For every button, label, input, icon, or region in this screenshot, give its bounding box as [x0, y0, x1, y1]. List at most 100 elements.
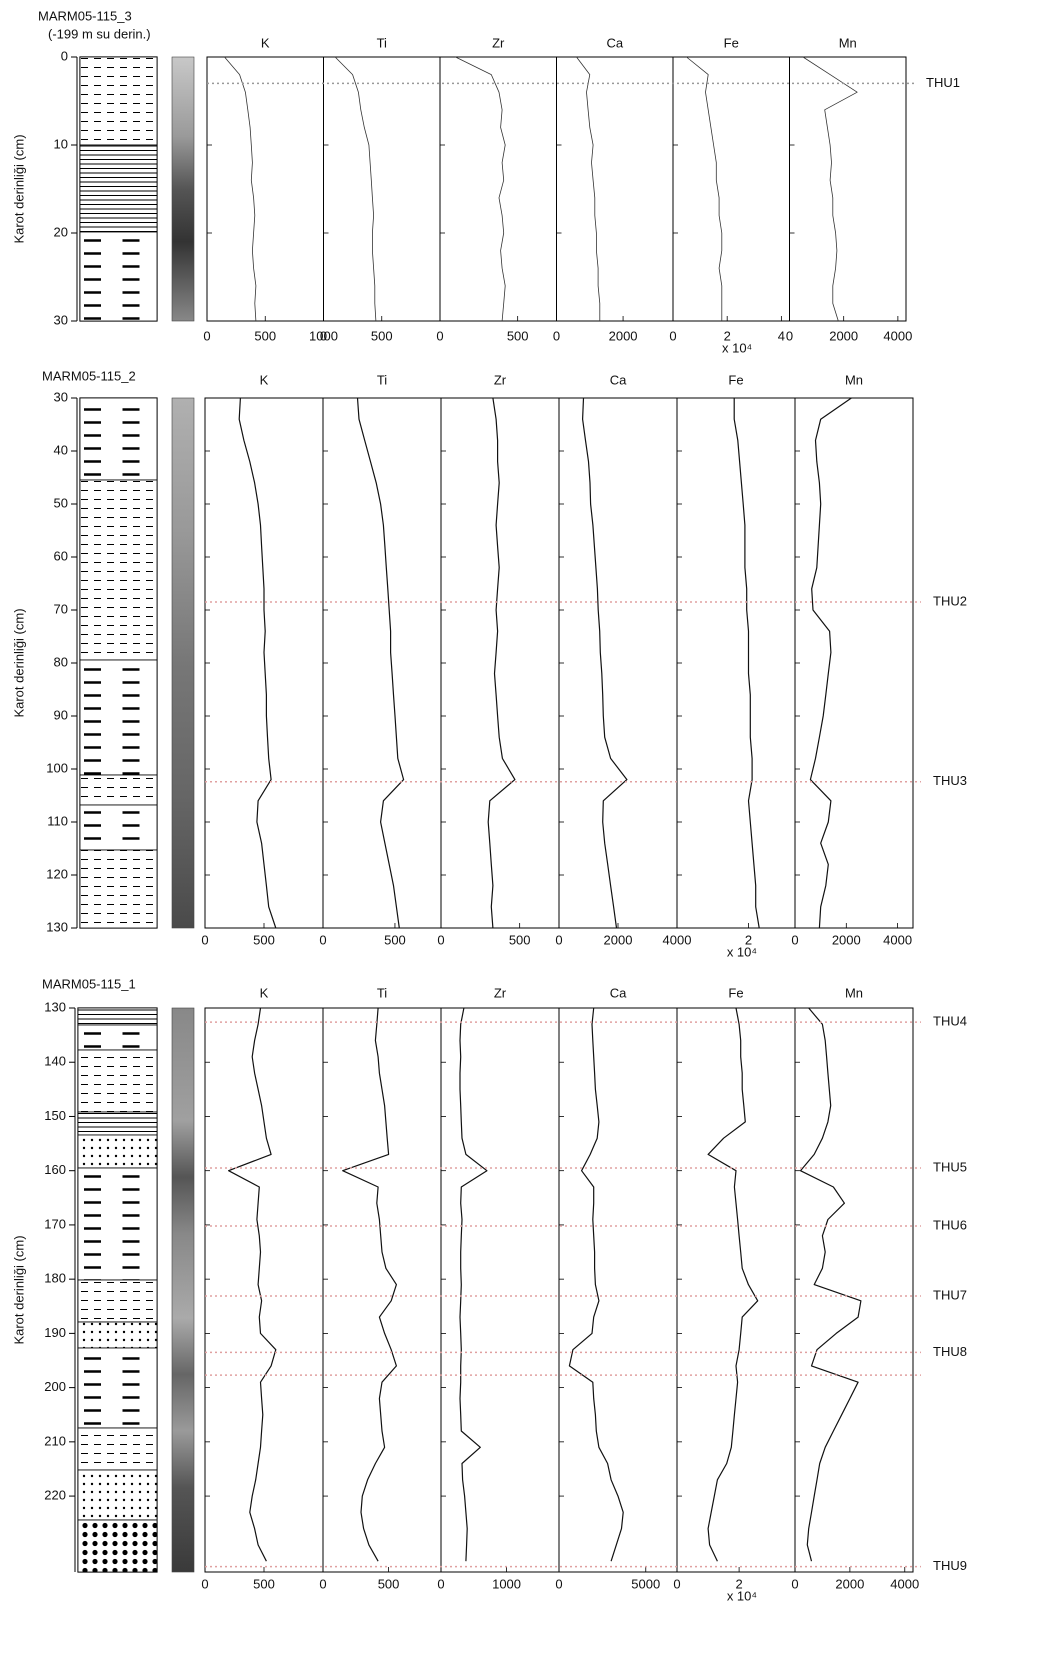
y-tick-label: 140	[44, 1054, 66, 1069]
subplot-label: Zr	[494, 372, 507, 387]
x-tick-label: 0	[319, 1576, 326, 1591]
lithology-unit	[79, 849, 158, 929]
x-tick-label: 0	[201, 932, 208, 947]
lithology-unit	[79, 774, 158, 806]
horizon-label: THU4	[933, 1014, 967, 1029]
lithology-unit	[79, 479, 158, 661]
core-photo	[171, 397, 195, 929]
lithology-unit	[77, 1111, 158, 1136]
x-tick-label: 2	[724, 328, 731, 343]
subplot-frame	[794, 1007, 914, 1573]
lithology-unit	[79, 144, 158, 233]
profile-line	[238, 397, 277, 929]
x-tick-label: 4000	[890, 1576, 919, 1591]
lithology-unit	[77, 1167, 158, 1281]
subplot-label: Mn	[839, 35, 857, 50]
x-tick-label: 2000	[832, 932, 861, 947]
subplot-label: Mn	[845, 372, 863, 387]
y-tick-label: 0	[61, 48, 68, 63]
lithology-unit	[79, 659, 158, 776]
y-tick-label: 150	[44, 1108, 66, 1123]
y-tick-label: 130	[46, 919, 68, 934]
lithology-unit	[79, 397, 158, 481]
panel-subtitle: (-199 m su derin.)	[48, 26, 151, 41]
subplot-label: Fe	[724, 35, 739, 50]
lithology-unit	[77, 1347, 158, 1429]
x-tick-label: 500	[371, 328, 393, 343]
core-photo	[171, 1007, 195, 1573]
panel-title: MARM05-115_3	[38, 8, 132, 23]
lithology-unit	[77, 1049, 158, 1113]
horizon-label: THU3	[933, 773, 967, 788]
x-tick-label: 500	[253, 932, 275, 947]
x-tick-label: 0	[669, 328, 676, 343]
subplot-frame	[676, 1007, 796, 1573]
x-tick-label: 500	[378, 1576, 400, 1591]
subplot-label: Fe	[728, 985, 743, 1000]
y-axis-label: Karot derinliği (cm)	[11, 134, 26, 243]
x-tick-label: 2000	[604, 932, 633, 947]
subplot-frame	[794, 397, 914, 929]
x-tick-label: 0	[555, 932, 562, 947]
subplot-label: K	[260, 372, 269, 387]
horizon-label: THU8	[933, 1344, 967, 1359]
x-tick-label: 4000	[883, 328, 912, 343]
y-tick-label: 30	[54, 389, 68, 404]
y-tick-label: 130	[44, 999, 66, 1014]
horizon-label: THU9	[933, 1558, 967, 1573]
horizon-label: THU1	[926, 75, 960, 90]
y-tick-label: 10	[54, 136, 68, 151]
subplot-frame	[323, 56, 441, 322]
x-unit-label: x 10⁴	[727, 1588, 757, 1603]
panel-title: MARM05-115_2	[42, 368, 136, 383]
x-tick-label: 0	[436, 328, 443, 343]
subplot-label: Ca	[610, 372, 627, 387]
lithology-unit	[77, 1469, 158, 1521]
subplot-frame	[206, 56, 324, 322]
x-tick-label: 2000	[835, 1576, 864, 1591]
subplot-frame	[789, 56, 907, 322]
lithology-unit	[77, 1007, 158, 1026]
subplot-frame	[322, 397, 442, 929]
subplot-label: Zr	[492, 35, 505, 50]
x-tick-label: 0	[791, 1576, 798, 1591]
y-tick-label: 70	[54, 601, 68, 616]
subplot-frame	[556, 56, 674, 322]
lithology-unit	[77, 1024, 158, 1051]
subplot-label: Ca	[610, 985, 627, 1000]
lithology-unit	[79, 804, 158, 851]
x-tick-label: 0	[320, 328, 327, 343]
x-tick-label: 4	[778, 328, 785, 343]
profile-line	[802, 56, 858, 322]
subplot-frame	[672, 56, 790, 322]
lithology-unit	[77, 1519, 158, 1573]
x-tick-label: 0	[786, 328, 793, 343]
subplot-frame	[676, 397, 796, 929]
y-tick-label: 220	[44, 1488, 66, 1503]
subplot-label: Ti	[377, 35, 387, 50]
panel-title: MARM05-115_1	[42, 976, 136, 991]
lithology-unit	[79, 56, 158, 146]
profile-line	[455, 56, 506, 322]
x-tick-label: 0	[673, 1576, 680, 1591]
x-tick-label: 0	[553, 328, 560, 343]
horizon-label: THU7	[933, 1287, 967, 1302]
x-tick-label: 2000	[609, 328, 638, 343]
x-tick-label: 2	[735, 1576, 742, 1591]
y-tick-label: 90	[54, 707, 68, 722]
y-tick-label: 190	[44, 1325, 66, 1340]
x-tick-label: 500	[253, 1576, 275, 1591]
horizon-label: THU5	[933, 1159, 967, 1174]
profile-line	[707, 1007, 759, 1562]
x-tick-label: 0	[201, 1576, 208, 1591]
profile-line	[228, 1007, 277, 1562]
subplot-frame	[558, 1007, 678, 1573]
x-tick-label: 1000	[309, 328, 338, 343]
subplot-label: Ca	[606, 35, 623, 50]
x-tick-label: 0	[791, 932, 798, 947]
subplot-frame	[440, 1007, 560, 1573]
subplot-label: K	[261, 35, 270, 50]
subplot-frame	[204, 1007, 324, 1573]
x-tick-label: 2	[745, 932, 752, 947]
